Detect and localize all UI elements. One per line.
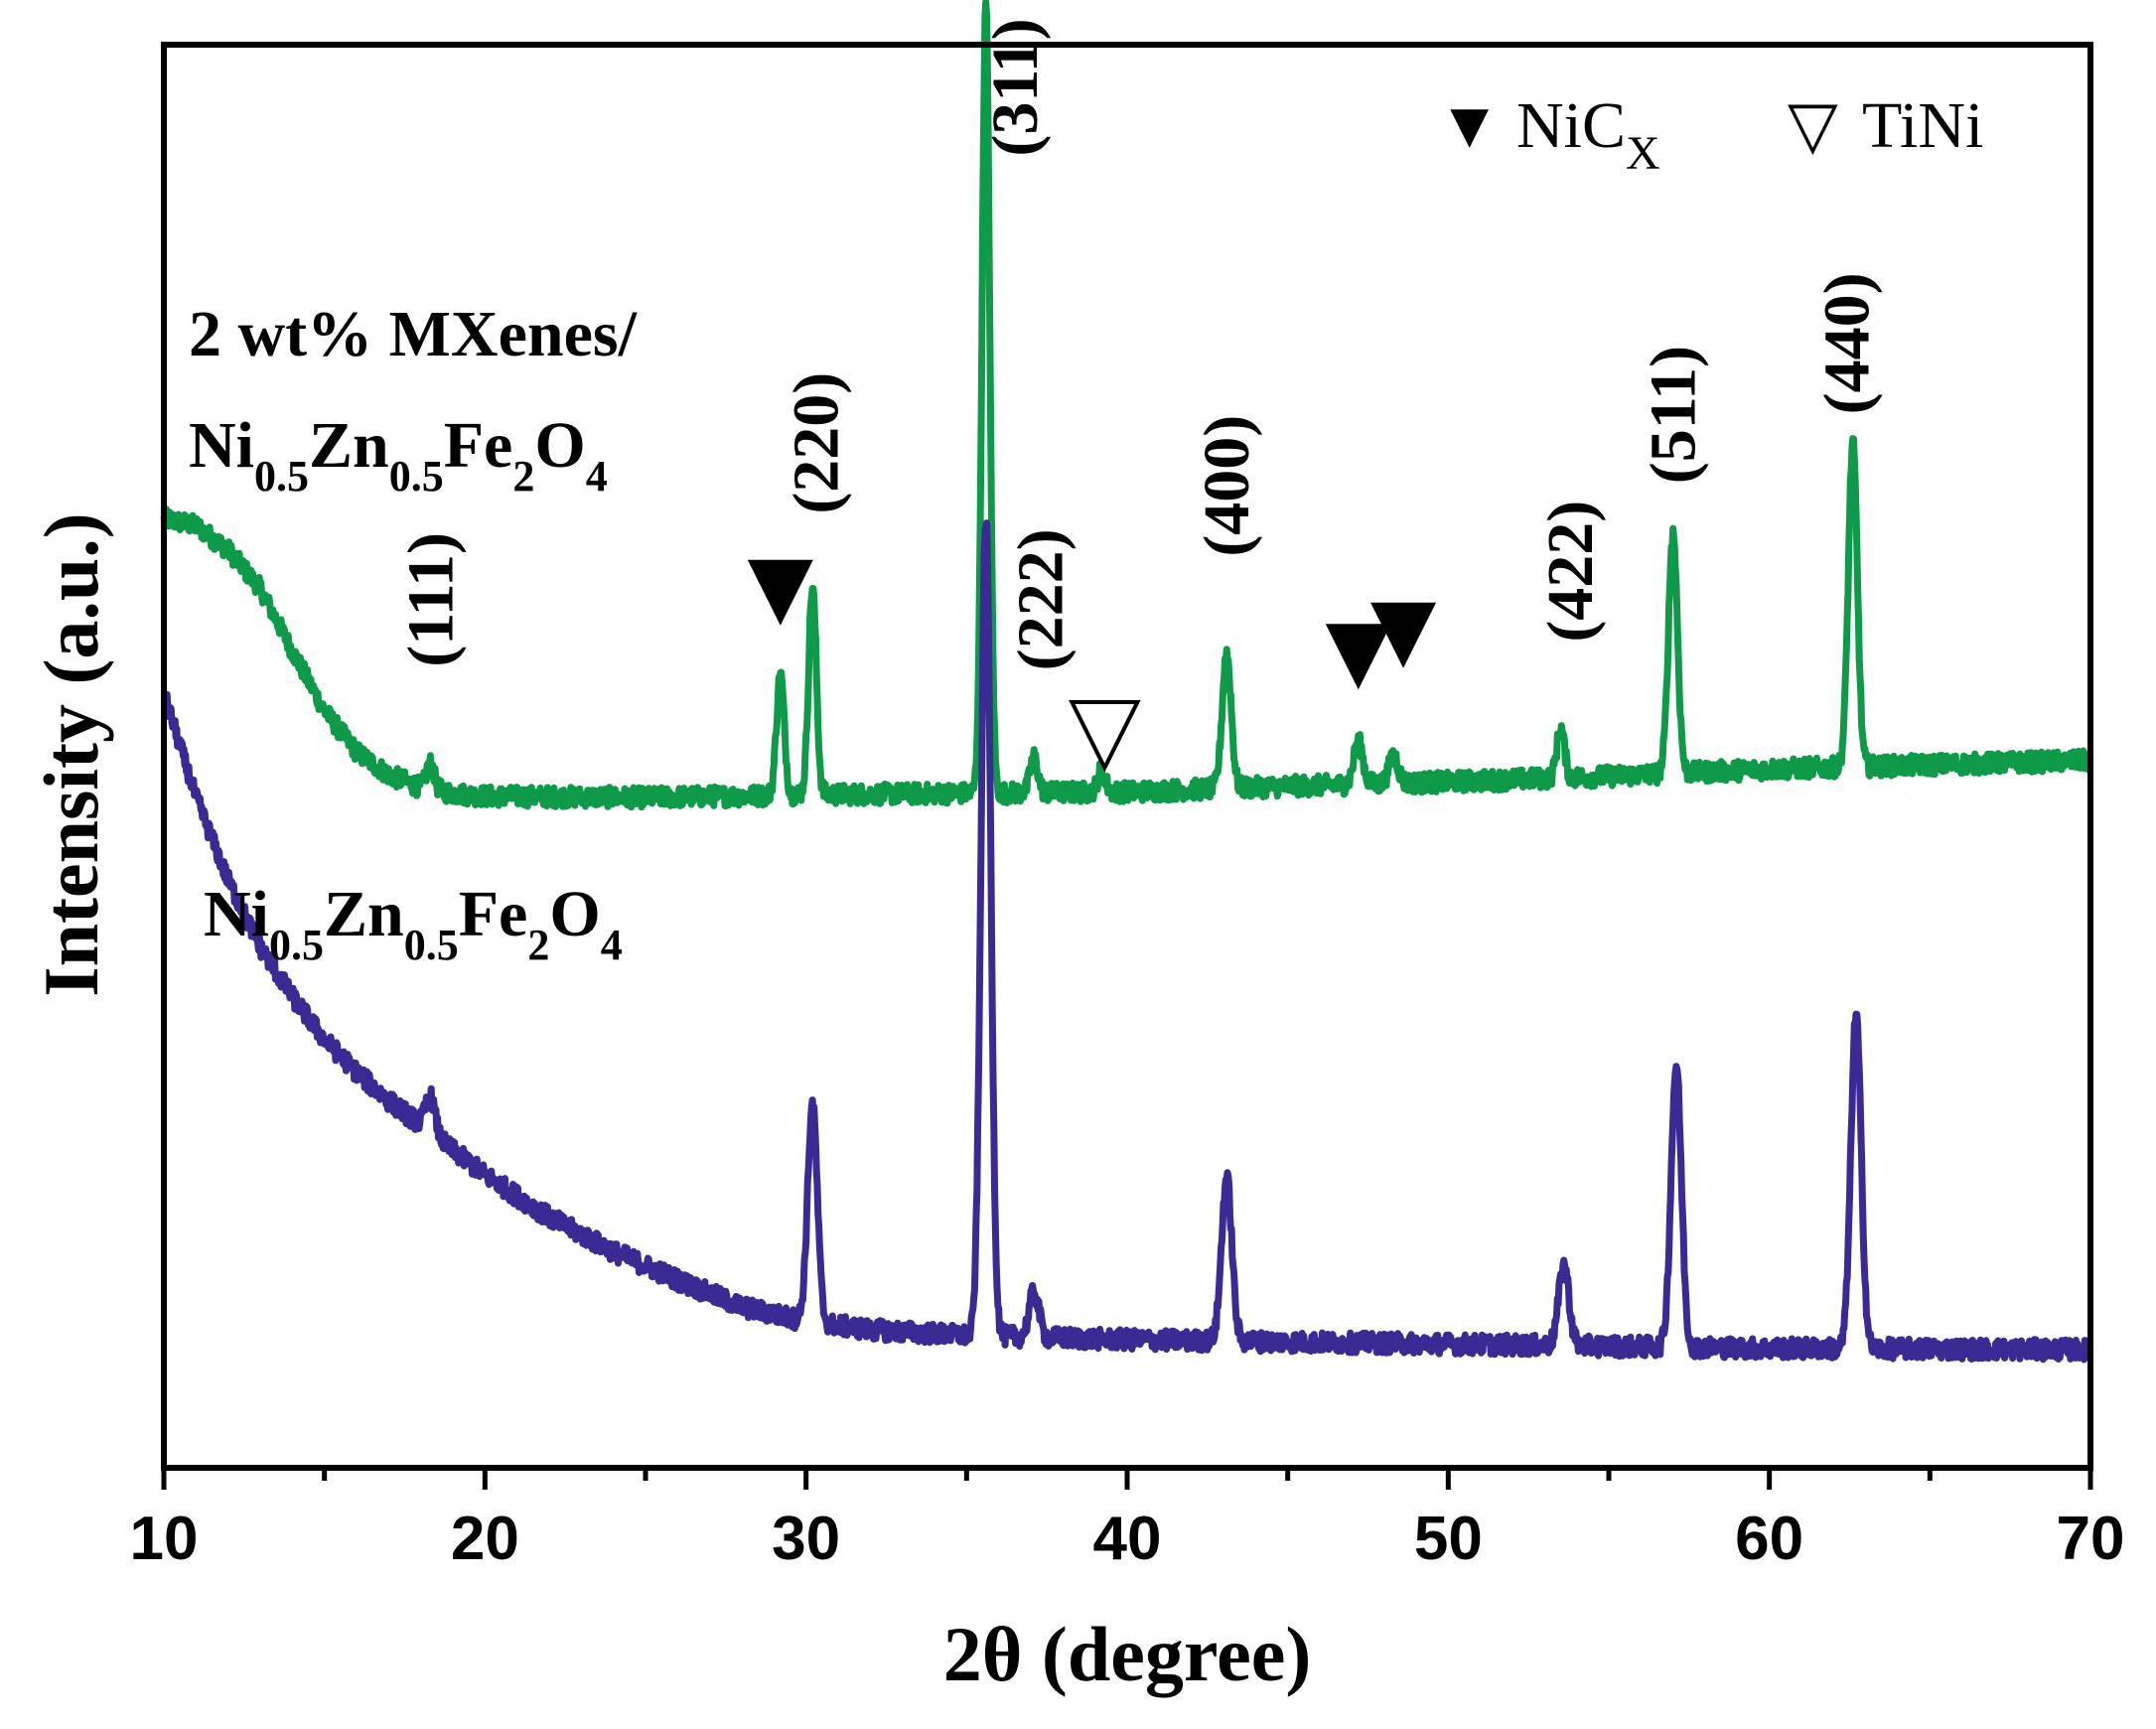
x-tick-label: 70	[2057, 1505, 2125, 1573]
miller-index-label: (222)	[1005, 528, 1078, 670]
formula-fe-sub: 2	[512, 452, 534, 501]
miller-index-label: (440)	[1810, 272, 1883, 414]
series-label-pure: Ni0.5Zn0.5Fe2O4	[204, 878, 623, 969]
miller-index-label: (400)	[1191, 415, 1263, 557]
miller-index-label: (220)	[780, 372, 852, 514]
formula-zn-sub: 0.5	[389, 452, 444, 501]
legend: ▼ NiCX ▽ TiNi	[1437, 87, 1983, 180]
formula-ni: Ni	[204, 878, 269, 950]
formula-o-sub: 4	[586, 452, 608, 501]
y-axis-label: Intensity (a.u.)	[28, 512, 114, 997]
series-label-composite-line1: 2 wt% MXenes/	[189, 298, 639, 370]
x-tick-label: 20	[451, 1505, 519, 1573]
formula-o-sub: 4	[601, 921, 623, 969]
legend-nicx-label: NiCX	[1516, 89, 1660, 180]
miller-index-label: (422)	[1534, 501, 1607, 643]
legend-nicx-symbol: ▼	[1437, 87, 1502, 161]
tini-marker	[1069, 700, 1141, 773]
miller-index-label: (111)	[394, 532, 467, 667]
series-label-pure-text: Ni0.5Zn0.5Fe2O4	[204, 878, 623, 969]
formula-zn: Zn	[309, 409, 389, 482]
miller-index-label: (311)	[979, 18, 1052, 156]
legend-tini-label: TiNi	[1862, 89, 1983, 162]
formula-fe: Fe	[444, 409, 513, 482]
series-layer	[160, 0, 2094, 1364]
formula-o: O	[549, 878, 600, 950]
formula-fe-sub: 2	[527, 921, 549, 969]
nicx-marker	[1370, 602, 1437, 668]
tick-layer: 10 20 30 40 50 60 70	[130, 1468, 2125, 1573]
plot-frame	[161, 42, 2093, 1471]
formula-zn-sub: 0.5	[404, 921, 459, 969]
x-tick-label: 10	[130, 1505, 199, 1573]
formula-ni: Ni	[189, 409, 254, 482]
series-line-composite	[160, 0, 2093, 811]
legend-nicx-subscript: X	[1626, 127, 1660, 180]
x-tick-label: 30	[772, 1505, 840, 1573]
series-label-composite-line2: Ni0.5Zn0.5Fe2O4	[189, 409, 608, 501]
series-label-composite: 2 wt% MXenes/ Ni0.5Zn0.5Fe2O4	[189, 298, 639, 501]
nicx-marker	[747, 559, 813, 626]
formula-ni-sub: 0.5	[269, 921, 324, 969]
formula-o: O	[534, 409, 585, 482]
x-tick-label: 60	[1735, 1505, 1803, 1573]
nicx-marker	[1325, 624, 1391, 690]
legend-nicx-text: NiC	[1516, 89, 1626, 162]
legend-tini-symbol: ▽	[1788, 87, 1838, 161]
x-axis-label: 2θ (degree)	[943, 1611, 1312, 1697]
miller-index-label: (511)	[1638, 346, 1710, 484]
series-line-pure	[160, 519, 2094, 1364]
formula-fe: Fe	[459, 878, 528, 950]
annotation-layer: (111) (220) (311) (222) (400) (422) (511) (440)	[394, 18, 1883, 773]
formula-zn: Zn	[324, 878, 404, 950]
formula-ni-sub: 0.5	[254, 452, 309, 501]
x-tick-label: 40	[1093, 1505, 1162, 1573]
x-tick-label: 50	[1414, 1505, 1483, 1573]
